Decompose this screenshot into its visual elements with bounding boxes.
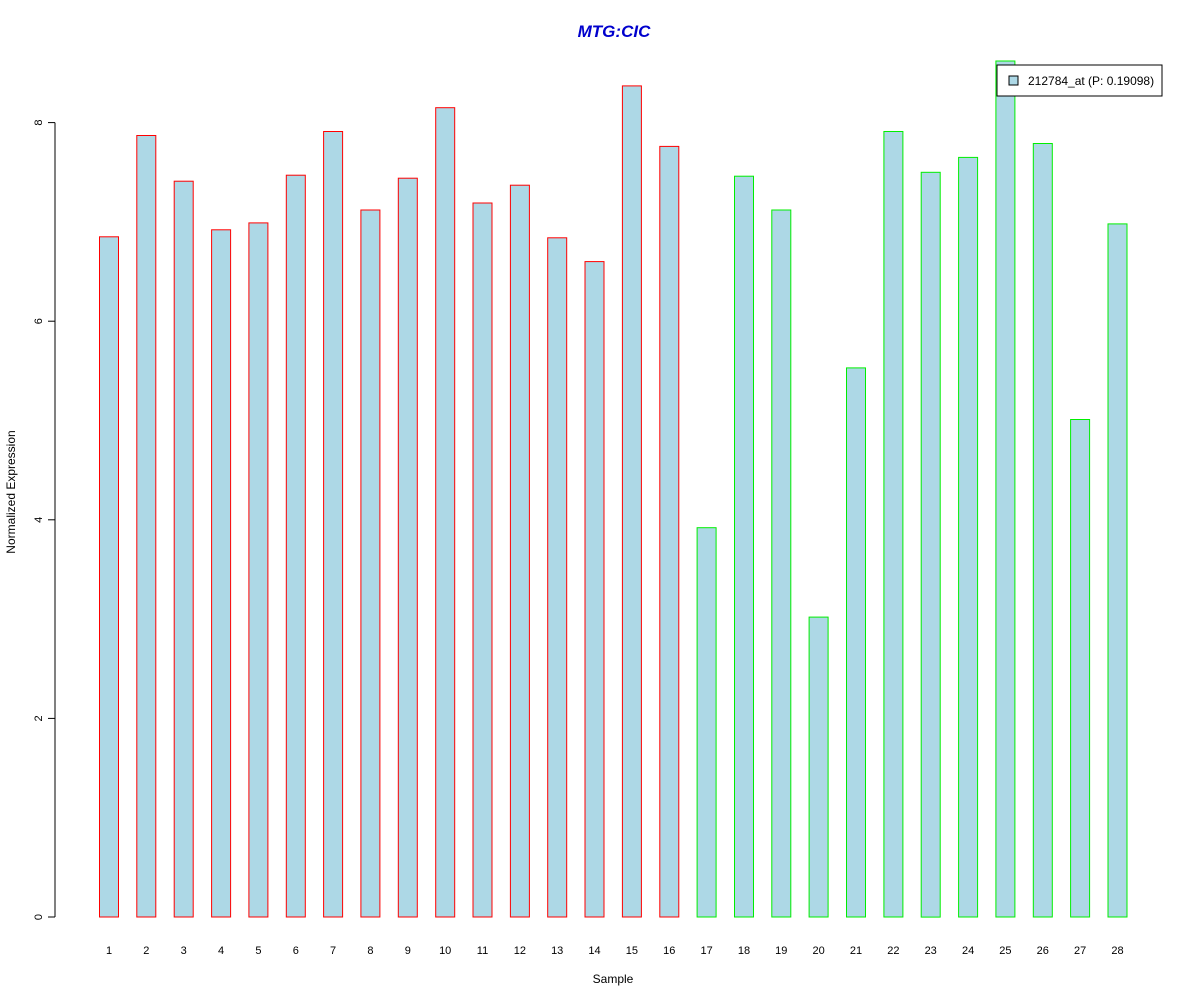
x-tick-label: 15: [626, 945, 638, 957]
bar-sample-20: [808, 616, 829, 918]
bar-sample-8: [360, 209, 381, 918]
x-tick-label: 24: [962, 945, 974, 957]
x-tick-label: 19: [775, 945, 787, 957]
bar-sample-23: [920, 171, 941, 918]
bar-sample-28: [1107, 223, 1128, 918]
x-tick-label: 28: [1111, 945, 1123, 957]
bar-sample-12: [509, 184, 530, 918]
x-tick-label: 16: [663, 945, 675, 957]
bar-sample-3: [173, 180, 194, 918]
x-tick-label: 26: [1037, 945, 1049, 957]
y-tick-label: 2: [33, 715, 45, 721]
x-tick-label: 10: [439, 945, 451, 957]
bar-sample-27: [1070, 419, 1091, 918]
y-axis-label: Normalized Expression: [4, 430, 18, 553]
legend: 212784_at (P: 0.19098): [996, 64, 1163, 97]
bar-sample-6: [285, 174, 306, 918]
legend-swatch: [1008, 75, 1019, 86]
x-tick-label: 13: [551, 945, 563, 957]
x-tick-label: 9: [405, 945, 411, 957]
x-tick-label: 21: [850, 945, 862, 957]
x-tick-labels: 1 2 3 4 5 6 7 8 9 10 11 12 13 14 15 16 17 18 19 20 21 22 23 24 2…: [106, 945, 1124, 957]
x-axis-label: Sample: [593, 972, 634, 986]
bar-sample-5: [248, 222, 269, 918]
bar-sample-4: [211, 229, 232, 918]
x-tick-label: 18: [738, 945, 750, 957]
bar-sample-18: [734, 175, 754, 918]
x-tick-label: 14: [588, 945, 600, 957]
bar-sample-26: [1032, 143, 1053, 918]
bar-sample-15: [621, 85, 642, 918]
bar-sample-19: [771, 209, 792, 918]
bar-sample-21: [846, 367, 866, 918]
x-tick-label: 25: [999, 945, 1011, 957]
bar-sample-10: [435, 107, 456, 918]
y-tick-label: 6: [33, 318, 45, 324]
bar-sample-17: [696, 527, 717, 918]
y-tick-label: 8: [33, 120, 45, 126]
x-tick-label: 27: [1074, 945, 1086, 957]
y-axis: 0 2 4 6 8: [33, 120, 56, 920]
x-tick-label: 1: [106, 945, 112, 957]
bar-sample-24: [958, 156, 979, 918]
bar-sample-14: [584, 261, 605, 918]
x-tick-label: 20: [812, 945, 824, 957]
x-tick-label: 12: [514, 945, 526, 957]
x-tick-label: 4: [218, 945, 224, 957]
x-tick-label: 8: [367, 945, 373, 957]
x-tick-label: 11: [477, 945, 488, 957]
bar-sample-1: [99, 236, 119, 918]
bar-sample-22: [883, 131, 904, 918]
legend-box: [996, 64, 1163, 97]
bar-sample-9: [397, 177, 418, 918]
x-tick-label: 6: [293, 945, 299, 957]
bar-sample-7: [323, 131, 344, 918]
bar-sample-2: [136, 135, 157, 918]
bar-sample-11: [472, 202, 493, 918]
bar-sample-25: [995, 60, 1016, 918]
y-tick-label: 4: [33, 517, 45, 523]
chart-title: MTG:CIC: [578, 22, 651, 41]
bar-sample-16: [659, 145, 680, 918]
x-tick-label: 17: [700, 945, 712, 957]
x-tick-label: 3: [181, 945, 187, 957]
x-tick-label: 22: [887, 945, 899, 957]
bars-group: [99, 60, 1128, 918]
x-tick-label: 5: [255, 945, 261, 957]
bar-sample-13: [547, 237, 568, 918]
x-tick-label: 2: [143, 945, 149, 957]
y-tick-label: 0: [33, 914, 45, 920]
x-tick-label: 23: [925, 945, 937, 957]
legend-label: 212784_at (P: 0.19098): [1028, 74, 1154, 88]
x-tick-label: 7: [330, 945, 336, 957]
